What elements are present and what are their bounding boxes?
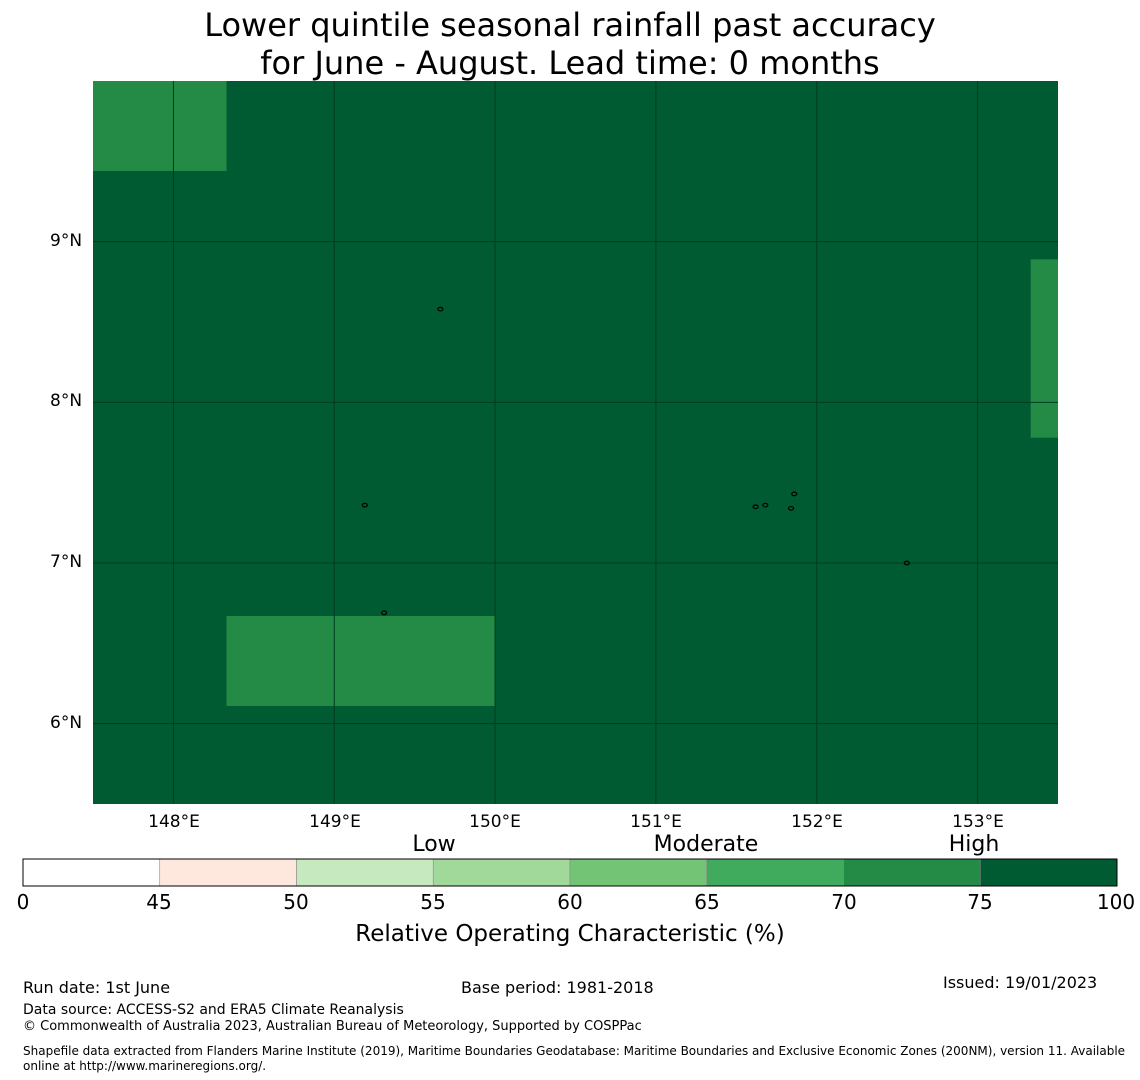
colorbar-segment-0-45 xyxy=(22,858,161,887)
island-6 xyxy=(791,491,798,497)
lon-label-152: 152°E xyxy=(791,812,843,832)
data-source: Data source: ACCESS-S2 and ERA5 Climate … xyxy=(23,1002,404,1018)
lat-label-9: 9°N xyxy=(50,231,83,251)
shapefile-credit-line-1: Shapefile data extracted from Flanders M… xyxy=(23,1044,1126,1058)
island-4 xyxy=(762,502,769,508)
category-low: Low xyxy=(412,832,456,857)
island-1 xyxy=(361,502,368,508)
map-region-0 xyxy=(93,81,227,171)
run-date: Run date: 1st June xyxy=(23,978,171,997)
base-period: Base period: 1981-2018 xyxy=(461,978,654,997)
lat-label-7: 7°N xyxy=(50,552,83,572)
colorbar-tick-45: 45 xyxy=(146,890,172,914)
colorbar-label: Relative Operating Characteristic (%) xyxy=(355,921,785,947)
colorbar-tick-55: 55 xyxy=(420,890,446,914)
map-region-2 xyxy=(1030,259,1058,438)
colorbar-tick-60: 60 xyxy=(557,890,583,914)
island-5 xyxy=(787,505,795,511)
lon-label-148: 148°E xyxy=(148,812,200,832)
colorbar-tick-50: 50 xyxy=(283,890,309,914)
lon-label-150: 150°E xyxy=(469,812,521,832)
lat-label-6: 6°N xyxy=(50,713,83,733)
colorbar-segment-70-75 xyxy=(843,858,981,887)
lon-label-149: 149°E xyxy=(309,812,361,832)
lat-label-8: 8°N xyxy=(50,391,83,411)
colorbar-border xyxy=(22,858,1118,887)
issued-date: Issued: 19/01/2023 xyxy=(943,973,1098,992)
map-title: Lower quintile seasonal rainfall past ac… xyxy=(0,6,1140,82)
map-area xyxy=(93,81,1058,804)
colorbar-tick-65: 65 xyxy=(694,890,720,914)
colorbar-tick-75: 75 xyxy=(967,890,993,914)
category-high: High xyxy=(948,832,1000,857)
copyright: © Commonwealth of Australia 2023, Austra… xyxy=(23,1019,642,1034)
lon-label-151: 151°E xyxy=(630,812,682,832)
colorbar-tick-100: 100 xyxy=(1096,890,1136,914)
title-line-2: for June - August. Lead time: 0 months xyxy=(260,44,880,82)
lon-label-153: 153°E xyxy=(952,812,1004,832)
colorbar-tick-0: 0 xyxy=(16,890,30,914)
map-region-1 xyxy=(226,616,496,706)
colorbar-tick-70: 70 xyxy=(831,890,857,914)
colorbar-segment-50-55 xyxy=(296,858,434,887)
colorbar-segment-75-100 xyxy=(979,858,1118,887)
colorbar-segment-65-70 xyxy=(706,858,844,887)
colorbar-segment-60-65 xyxy=(569,858,708,887)
island-3 xyxy=(752,504,759,510)
category-moderate: Moderate xyxy=(653,832,759,857)
shapefile-credit-line-2: online at http://www.marineregions.org/. xyxy=(23,1059,267,1073)
island-2 xyxy=(381,610,388,616)
colorbar-segment-45-50 xyxy=(159,858,297,887)
island-0 xyxy=(437,306,444,312)
colorbar xyxy=(22,858,1118,887)
colorbar-segment-55-60 xyxy=(432,858,571,887)
island-7 xyxy=(903,560,910,566)
title-line-1: Lower quintile seasonal rainfall past ac… xyxy=(204,6,936,44)
